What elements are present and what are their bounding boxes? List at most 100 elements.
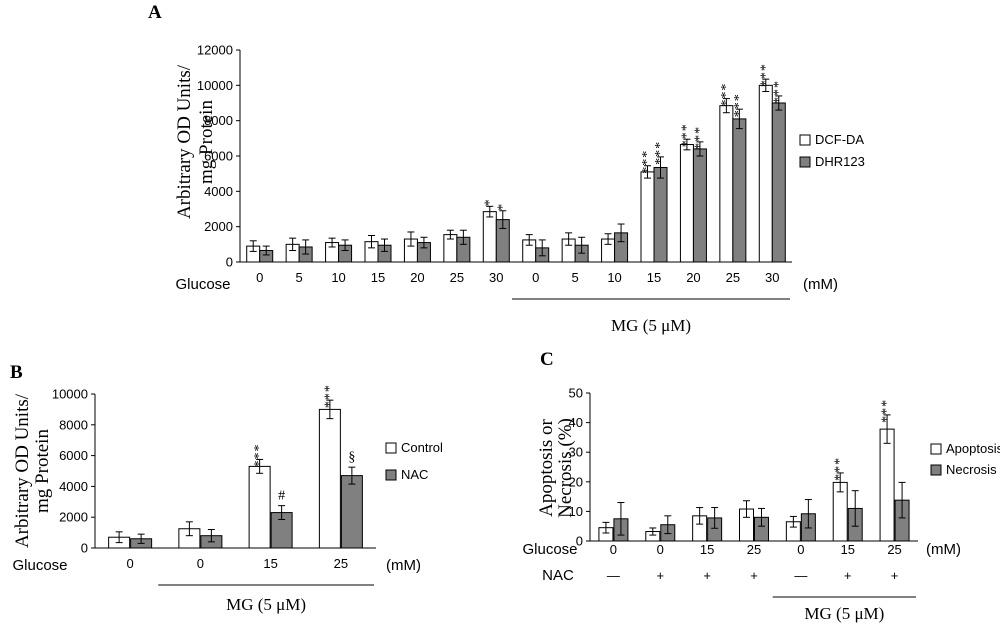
- legend-label: Necrosis: [946, 462, 997, 477]
- x-category-label: 5: [572, 270, 579, 285]
- y-tick-label: 2000: [204, 219, 233, 234]
- bar-control: [318, 408, 341, 549]
- unit-label: (mM): [803, 276, 838, 293]
- mg-group-label: MG (5 μM): [804, 604, 884, 623]
- y-tick-label: 0: [81, 541, 88, 556]
- y-tick-label: 6000: [204, 149, 233, 164]
- unit-label: (mM): [386, 557, 421, 574]
- legend-swatch: [799, 156, 811, 168]
- x-category-label: 5: [296, 270, 303, 285]
- x-category-label: 10: [607, 270, 621, 285]
- nac-marker: +: [891, 568, 899, 583]
- significance-marker: ***: [758, 63, 773, 87]
- nac-marker: +: [750, 568, 758, 583]
- legend-swatch: [385, 469, 397, 481]
- bar-dhr123: [653, 166, 668, 263]
- nac-marker: +: [844, 568, 852, 583]
- bar-dcf-da: [640, 171, 655, 263]
- nac-marker: —: [607, 568, 620, 583]
- panel-label: C: [540, 349, 554, 370]
- y-tick-label: 10000: [197, 78, 233, 93]
- significance-marker: ***: [692, 126, 707, 150]
- mg-group-label: MG (5 μM): [611, 316, 691, 335]
- y-tick-label: 0: [226, 255, 233, 270]
- y-axis-label: Arbitrary OD Units/: [12, 393, 33, 548]
- chart-panel-B: B Arbitrary OD Units/mg Protein 0 2000 4000 6…: [10, 362, 443, 614]
- bar-dcf-da: [679, 144, 694, 263]
- x-category-label: 25: [887, 542, 901, 557]
- x-category-label: 0: [256, 270, 263, 285]
- x-category-label: 30: [489, 270, 503, 285]
- y-tick-label: 10000: [52, 387, 88, 402]
- bar-nac: [340, 475, 363, 549]
- significance-marker: *: [482, 198, 497, 206]
- significance-marker: ***: [771, 80, 786, 104]
- significance-marker: #: [278, 489, 285, 504]
- nac-marker: +: [656, 568, 664, 583]
- y-axis-label: mg Protein: [196, 100, 217, 184]
- significance-marker: *: [495, 203, 510, 211]
- x-category-label: 0: [532, 270, 539, 285]
- glucose-row-label: Glucose: [522, 541, 577, 558]
- y-tick-label: 12000: [197, 43, 233, 58]
- y-axis-label: Arbitrary OD Units/: [174, 64, 195, 219]
- nac-row-label: NAC: [542, 567, 574, 584]
- bar-dcf-da: [719, 105, 734, 263]
- legend-swatch: [930, 464, 942, 476]
- significance-marker: ***: [640, 150, 655, 174]
- x-category-label: 25: [726, 270, 740, 285]
- y-tick-label: 2000: [59, 510, 88, 525]
- y-tick-label: 40: [569, 415, 583, 430]
- x-category-label: 0: [127, 556, 134, 571]
- x-category-label: 15: [840, 542, 854, 557]
- x-category-label: 0: [610, 542, 617, 557]
- legend-label: Control: [401, 440, 443, 455]
- bar-dhr123: [732, 118, 747, 263]
- x-category-label: 25: [334, 556, 348, 571]
- legend-label: DCF-DA: [815, 132, 864, 147]
- significance-marker: ***: [880, 399, 895, 423]
- significance-marker: ***: [252, 443, 267, 467]
- x-category-label: 15: [371, 270, 385, 285]
- y-tick-label: 10: [569, 504, 583, 519]
- y-tick-label: 4000: [59, 479, 88, 494]
- x-category-label: 15: [647, 270, 661, 285]
- significance-marker: ***: [719, 83, 734, 107]
- glucose-row-label: Glucose: [12, 557, 67, 574]
- bar-dhr123: [692, 148, 707, 263]
- bar-dhr123: [771, 102, 786, 263]
- y-tick-label: 20: [569, 474, 583, 489]
- mg-group-label: MG (5 μM): [226, 595, 306, 614]
- x-category-label: 20: [686, 270, 700, 285]
- y-tick-label: 30: [569, 445, 583, 460]
- x-category-label: 25: [747, 542, 761, 557]
- x-category-label: 20: [410, 270, 424, 285]
- x-category-label: 15: [700, 542, 714, 557]
- y-axis-label: Apoptosis or: [536, 419, 557, 517]
- nac-marker: —: [794, 568, 807, 583]
- x-category-label: 0: [797, 542, 804, 557]
- y-axis-label: mg Protein: [32, 429, 53, 513]
- unit-label: (mM): [926, 541, 961, 558]
- y-tick-label: 0: [576, 534, 583, 549]
- y-axis-label: Necrosis (%): [555, 418, 576, 518]
- legend-swatch: [385, 442, 397, 454]
- y-tick-label: 8000: [204, 113, 233, 128]
- panel-label: B: [10, 362, 23, 383]
- x-category-label: 0: [197, 556, 204, 571]
- legend-swatch: [799, 134, 811, 146]
- x-category-label: 30: [765, 270, 779, 285]
- significance-marker: ***: [732, 93, 747, 117]
- x-category-label: 0: [657, 542, 664, 557]
- significance-marker: §: [348, 450, 355, 465]
- x-category-label: 15: [263, 556, 277, 571]
- x-category-label: 25: [450, 270, 464, 285]
- legend-label: Apoptosis: [946, 441, 1000, 456]
- significance-marker: ***: [679, 123, 694, 147]
- y-tick-label: 8000: [59, 417, 88, 432]
- nac-marker: +: [703, 568, 711, 583]
- bar-apoptosis: [879, 428, 895, 542]
